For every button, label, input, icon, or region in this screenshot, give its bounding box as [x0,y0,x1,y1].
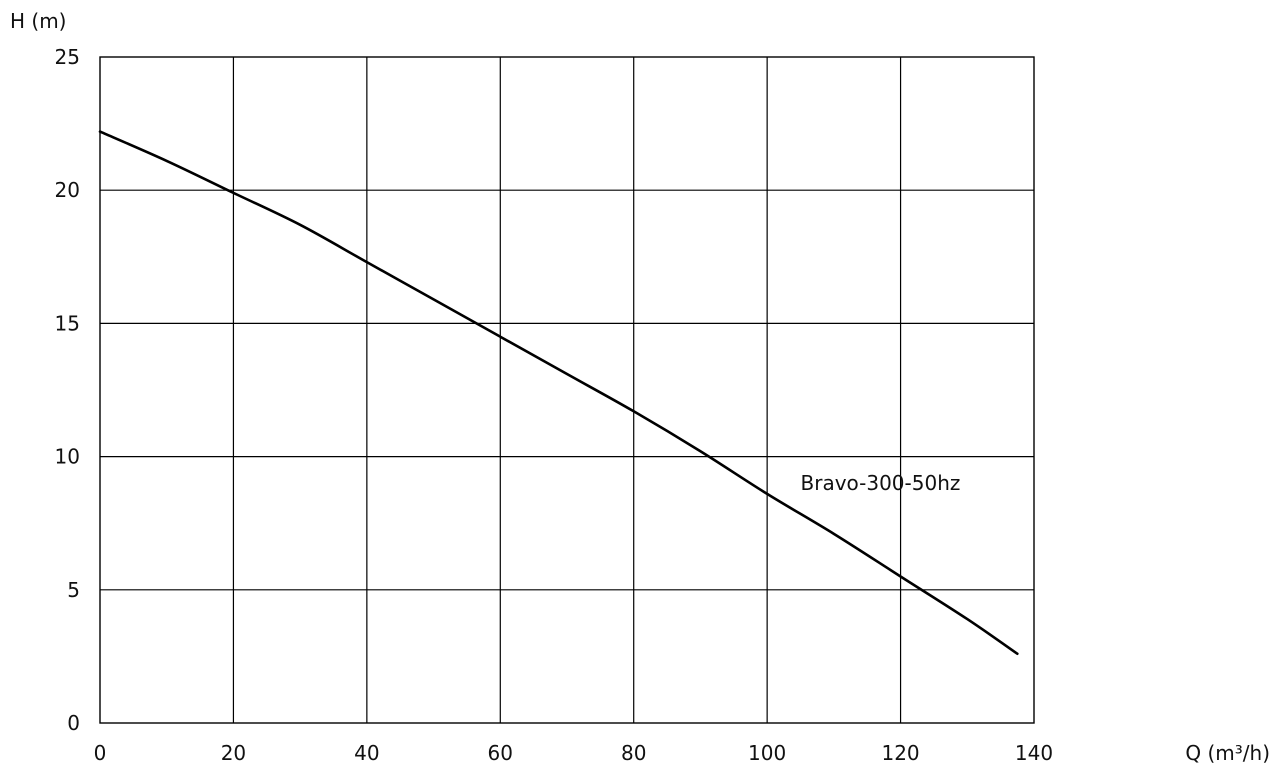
y-tick-labels: 0 5 10 15 20 25 [55,45,80,735]
x-tick-label: 80 [621,741,646,765]
grid [100,57,1034,723]
x-tick-label: 60 [488,741,513,765]
y-tick-label: 15 [55,311,80,335]
series-annotation: Bravo-300-50hz [801,471,961,495]
x-tick-label: 120 [881,741,919,765]
series-line [98,130,1019,656]
x-tick-labels: 0 20 40 60 80 100 120 140 [94,741,1053,765]
y-tick-label: 25 [55,45,80,69]
plot-frame [99,56,1035,724]
x-tick-label: 0 [94,741,107,765]
y-tick-label: 20 [55,178,80,202]
y-axis-title: H (m) [10,9,66,33]
x-axis-title: Q (m³/h) [1185,741,1270,765]
x-tick-label: 20 [221,741,246,765]
series-group [98,130,1019,656]
y-tick-label: 0 [67,711,80,735]
y-tick-label: 10 [55,445,80,469]
x-tick-label: 140 [1015,741,1053,765]
x-tick-label: 40 [354,741,379,765]
x-tick-label: 100 [748,741,786,765]
annotations: Bravo-300-50hz [801,471,961,495]
y-tick-label: 5 [67,578,80,602]
